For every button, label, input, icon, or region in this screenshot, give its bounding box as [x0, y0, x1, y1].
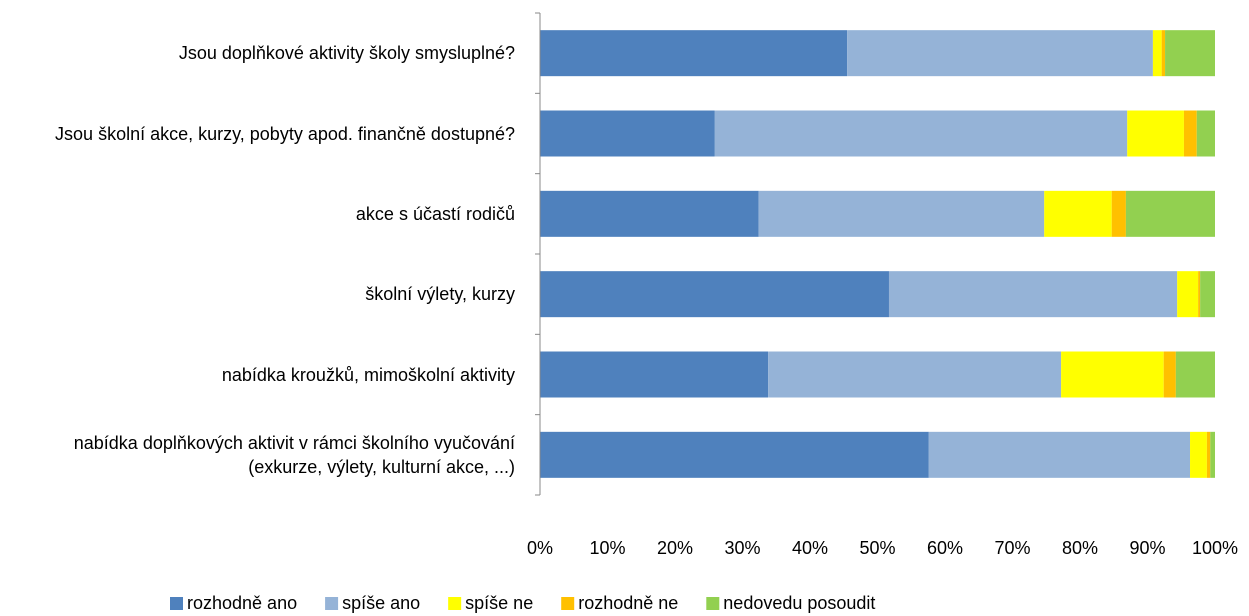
legend-label: rozhodně ano [187, 593, 297, 613]
legend-swatch [561, 597, 575, 610]
bar-segment [1200, 271, 1215, 318]
bar-segment [540, 431, 929, 478]
bar-segment [768, 351, 1062, 398]
category-label: Jsou doplňkové aktivity školy smysluplné… [178, 43, 515, 64]
category-label: školní výlety, kurzy [365, 284, 515, 305]
category-label: akce s účastí rodičů [355, 203, 515, 224]
bar-segment [1061, 351, 1164, 398]
bar-segment [1210, 431, 1215, 478]
bar-segment [540, 271, 889, 318]
category-label: nabídka doplňkových aktivit v rámci škol… [73, 432, 515, 477]
x-tick-label: 30% [724, 538, 760, 558]
bar-segment [1111, 190, 1126, 237]
x-tick-label: 50% [859, 538, 895, 558]
x-tick-label: 0% [527, 538, 553, 558]
category-label: nabídka kroužků, mimoškolní aktivity [221, 364, 515, 385]
x-tick-label: 90% [1129, 538, 1165, 558]
bar-segment [1044, 190, 1112, 237]
legend-swatch [448, 597, 462, 610]
x-tick-label: 100% [1192, 538, 1238, 558]
bar-segment [540, 190, 759, 237]
bar-segment [758, 190, 1045, 237]
legend-label: spíše ne [465, 593, 533, 613]
x-tick-label: 10% [589, 538, 625, 558]
bar-segment [1152, 30, 1162, 77]
bar-segment [928, 431, 1191, 478]
bar-segment [1175, 351, 1215, 398]
x-tick-label: 60% [927, 538, 963, 558]
bar-segment [1177, 271, 1199, 318]
legend-swatch [706, 597, 720, 610]
x-tick-label: 70% [994, 538, 1030, 558]
legend-label: rozhodně ne [578, 593, 678, 613]
bar-segment [714, 110, 1128, 157]
bar-segment [1165, 30, 1215, 77]
legend-label: spíše ano [342, 593, 420, 613]
bar-segment [1190, 431, 1207, 478]
x-tick-label: 20% [657, 538, 693, 558]
bar-segment [1163, 351, 1176, 398]
bar-segment [540, 351, 769, 398]
bar-segment [1161, 30, 1166, 77]
bar-segment [540, 110, 715, 157]
bar-segment [847, 30, 1153, 77]
bar-segment [540, 30, 848, 77]
bar-segment [1198, 271, 1201, 318]
category-label: Jsou školní akce, kurzy, pobyty apod. fi… [55, 123, 515, 144]
legend-label: nedovedu posoudit [723, 593, 875, 613]
bar-segment [1206, 431, 1211, 478]
x-tick-label: 80% [1062, 538, 1098, 558]
bar-segment [1196, 110, 1215, 157]
legend-swatch [325, 597, 339, 610]
bar-segment [1183, 110, 1197, 157]
bar-segment [888, 271, 1178, 318]
legend-swatch [170, 597, 183, 610]
bar-segment [1127, 110, 1184, 157]
bar-segment [1125, 190, 1215, 237]
x-tick-label: 40% [792, 538, 828, 558]
